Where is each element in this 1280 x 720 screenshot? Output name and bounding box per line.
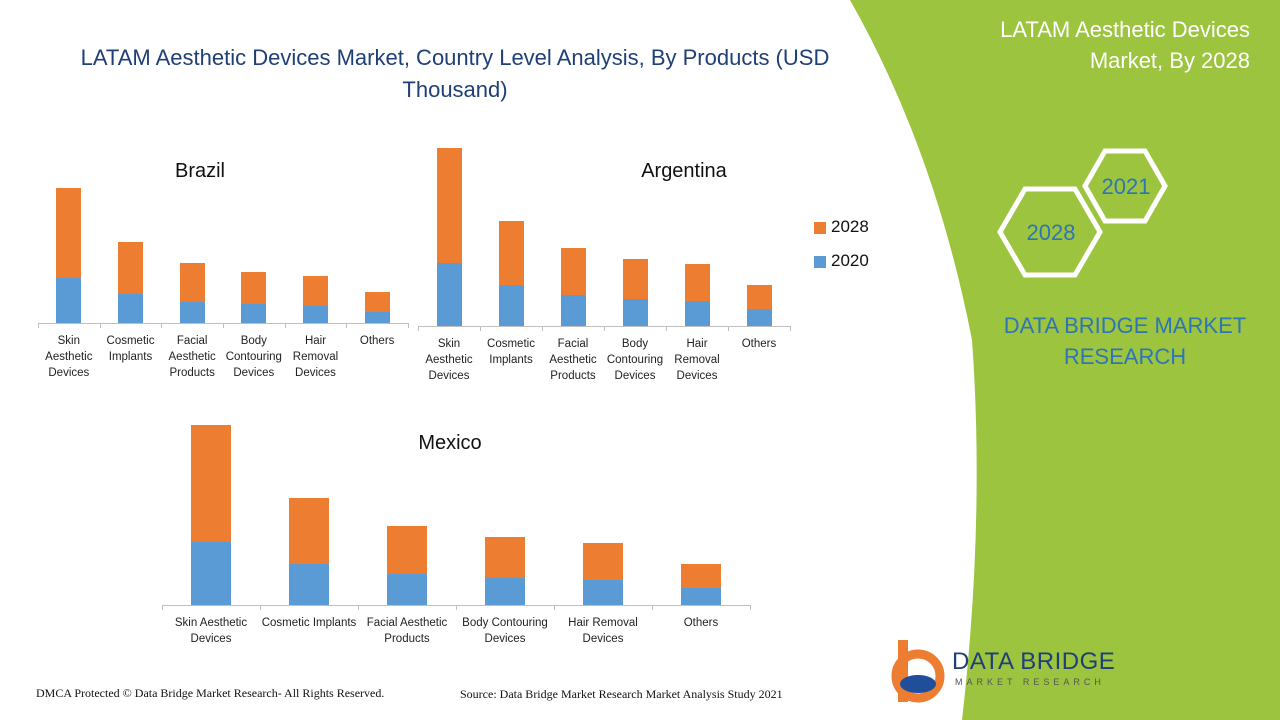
category-separator [260,605,261,610]
bar-segment [179,302,205,323]
x-tick-label: Body Contouring Devices [225,335,282,379]
bar-segment [191,542,231,605]
category-separator [652,605,653,610]
bar-segment [436,263,462,326]
logo-tagline: MARKET RESEARCH [955,677,1105,687]
bar-segment [191,425,231,542]
bar-segment [387,574,427,605]
bar-segment [622,299,648,326]
category-separator [604,326,605,331]
bar-segment [303,276,328,306]
bar-segment [583,580,623,605]
bar-segment [364,292,390,312]
category-separator [161,323,163,328]
bar-segment [241,272,267,304]
bar-segment [681,564,721,588]
category-separator [554,605,555,610]
bar-segment [289,498,329,564]
bar-segment [560,295,586,326]
hexagon [997,186,1103,278]
bar-segment [364,312,390,323]
x-tick-label: Others [359,335,395,347]
x-tick-label: Hair Removal Devices [568,617,638,645]
x-tick-label: Cosmetic Implants [261,617,357,629]
category-separator [162,605,163,610]
bar-segment [583,543,623,580]
green-panel [850,0,1280,720]
bar-segment [241,304,267,323]
page-title: LATAM Aesthetic Devices Market, Country … [80,45,830,102]
category-separator [223,323,224,328]
bar-segment [56,188,82,278]
bar-segment [485,537,525,578]
legend-swatch [814,222,826,234]
category-separator [790,326,791,331]
bar-segment [622,259,648,299]
legend-swatch [814,256,826,268]
x-tick-label: Skin Aesthetic Devices [425,338,473,382]
x-tick-label: Body Contouring Devices [462,617,548,645]
bar-segment [498,285,524,326]
x-tick-label: Others [741,338,777,350]
x-tick-label: Body Contouring Devices [606,338,664,382]
x-tick-label: Cosmetic Implants [487,338,535,366]
x-tick-label: Others [683,617,719,629]
bar-segment [746,285,772,309]
category-separator [99,323,101,328]
category-separator [418,326,419,331]
category-separator [750,605,751,610]
hex-year: 2028 [1027,220,1076,245]
bar-segment [118,294,143,323]
hexagon [1082,148,1168,224]
bar-segment [56,278,82,323]
x-tick-label: Skin Aesthetic Devices [174,617,248,645]
bar-segment [303,306,328,323]
bar-segment [485,578,525,605]
category-separator [284,323,286,328]
category-separator [408,323,409,328]
category-separator [728,326,729,331]
logo-name: DATA BRIDGE [952,648,1116,675]
bar-segment [746,309,772,326]
x-tick-label: Facial Aesthetic Products [366,617,448,645]
chart-title: Mexico [418,432,482,454]
bar-segment [118,242,143,294]
panel-heading: LATAM Aesthetic Devices Market, By 2028 [1000,17,1250,73]
brand: DATA BRIDGE MARKET RESEARCH [1003,313,1247,369]
x-tick-label: Skin Aesthetic Devices [45,335,93,379]
copyright: DMCA Protected © Data Bridge Market Rese… [36,686,385,700]
bar-segment [560,248,586,295]
source: Source: Data Bridge Market Research Mark… [460,687,783,701]
x-tick-label: Hair Removal Devices [292,335,339,379]
chart-title: Argentina [641,160,727,182]
bar-segment [684,264,710,301]
chart-title: Brazil [174,160,226,182]
bar-segment [387,526,427,574]
x-tick-label: Hair Removal Devices [674,338,720,382]
category-separator [456,605,457,610]
hex-year: 2021 [1102,174,1151,199]
category-separator [38,323,39,328]
bar-segment [498,221,524,285]
bar-segment [681,588,721,605]
legend-label: 2028 [831,217,869,236]
category-separator [346,323,348,328]
x-tick-label: Facial Aesthetic Products [549,338,597,382]
bar-segment [436,148,462,263]
bar-segment [289,564,329,605]
legend-label: 2020 [831,251,869,270]
bar-segment [179,263,205,302]
bar-segment [684,301,710,326]
logo-icon [891,640,945,703]
x-tick-label: Facial Aesthetic Products [168,335,216,379]
x-tick-label: Cosmetic Implants [106,335,155,363]
category-separator [542,326,543,331]
category-separator [480,326,481,331]
category-separator [666,326,667,331]
category-separator [358,605,359,610]
